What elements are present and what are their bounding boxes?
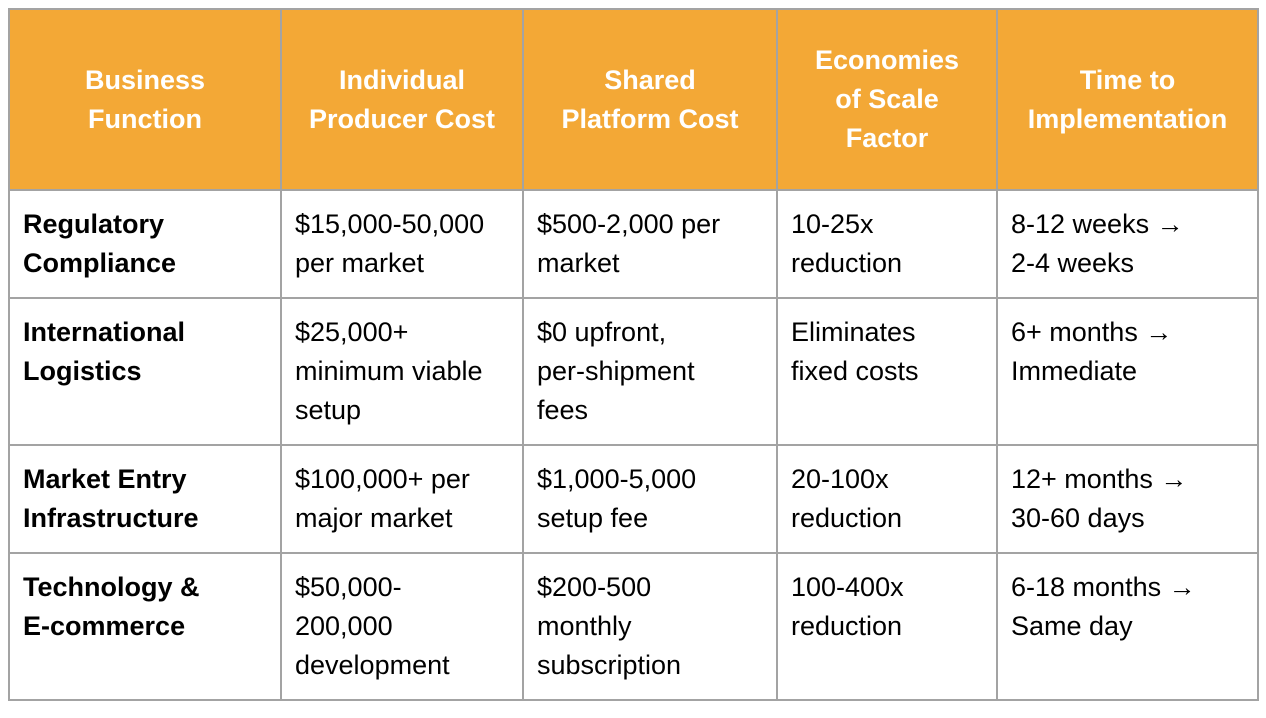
table-row: Technology & E-commerce $50,000- 200,000… — [8, 552, 1259, 701]
header-time-to-implementation: Time to Implementation — [996, 8, 1259, 191]
cell-scale-factor: 10-25x reduction — [776, 189, 998, 299]
cell-shared-cost: $200-500 monthly subscription — [522, 552, 778, 701]
cell-scale-factor: 100-400x reduction — [776, 552, 998, 701]
cell-individual-cost: $100,000+ per major market — [280, 444, 524, 554]
cell-individual-cost: $15,000-50,000 per market — [280, 189, 524, 299]
header-individual-producer-cost: Individual Producer Cost — [280, 8, 524, 191]
header-business-function: Business Function — [8, 8, 282, 191]
cell-scale-factor: Eliminates fixed costs — [776, 297, 998, 446]
cell-time: 6-18 months → Same day — [996, 552, 1259, 701]
cell-time: 12+ months → 30-60 days — [996, 444, 1259, 554]
cell-business-function: Regulatory Compliance — [8, 189, 282, 299]
cell-business-function: International Logistics — [8, 297, 282, 446]
cell-shared-cost: $1,000-5,000 setup fee — [522, 444, 778, 554]
cell-business-function: Market Entry Infrastructure — [8, 444, 282, 554]
cell-shared-cost: $0 upfront, per-shipment fees — [522, 297, 778, 446]
cell-time: 8-12 weeks → 2-4 weeks — [996, 189, 1259, 299]
cell-scale-factor: 20-100x reduction — [776, 444, 998, 554]
table-row: International Logistics $25,000+ minimum… — [8, 297, 1259, 446]
table-row: Regulatory Compliance $15,000-50,000 per… — [8, 189, 1259, 299]
cost-comparison-table: Business Function Individual Producer Co… — [8, 8, 1259, 701]
header-row: Business Function Individual Producer Co… — [8, 8, 1259, 191]
table-row: Market Entry Infrastructure $100,000+ pe… — [8, 444, 1259, 554]
header-shared-platform-cost: Shared Platform Cost — [522, 8, 778, 191]
cell-time: 6+ months → Immediate — [996, 297, 1259, 446]
cell-individual-cost: $25,000+ minimum viable setup — [280, 297, 524, 446]
header-economies-of-scale-factor: Economies of Scale Factor — [776, 8, 998, 191]
cell-individual-cost: $50,000- 200,000 development — [280, 552, 524, 701]
cell-business-function: Technology & E-commerce — [8, 552, 282, 701]
cell-shared-cost: $500-2,000 per market — [522, 189, 778, 299]
